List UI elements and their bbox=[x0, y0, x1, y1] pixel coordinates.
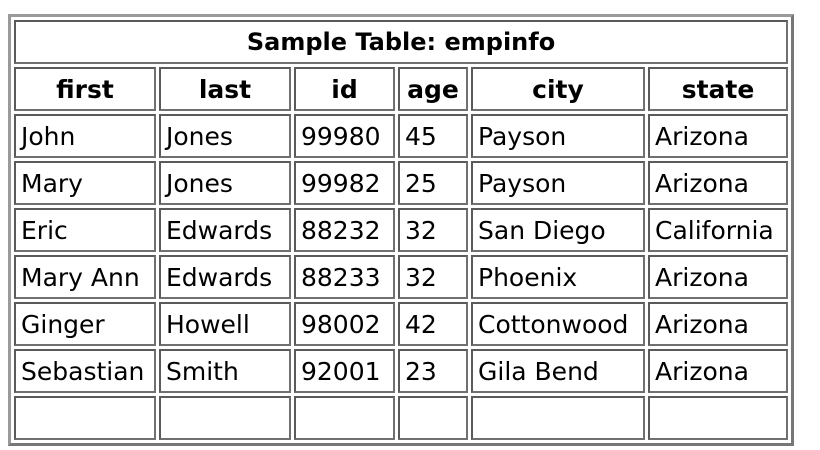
header-city: city bbox=[471, 67, 645, 111]
header-id: id bbox=[294, 67, 395, 111]
cell-age: 42 bbox=[398, 302, 468, 346]
cell-age: 25 bbox=[398, 161, 468, 205]
cell-empty bbox=[471, 396, 645, 440]
cell-empty bbox=[159, 396, 291, 440]
header-first: first bbox=[14, 67, 156, 111]
cell-state: Arizona bbox=[648, 302, 789, 346]
page-content: Sample Table: empinfo first last id age … bbox=[8, 14, 795, 446]
table-row: Mary Ann Edwards 88233 32 Phoenix Arizon… bbox=[14, 255, 789, 299]
table-caption: Sample Table: empinfo bbox=[14, 20, 789, 64]
cell-age: 32 bbox=[398, 208, 468, 252]
table-row: John Jones 99980 45 Payson Arizona bbox=[14, 114, 789, 158]
cell-first: Sebastian bbox=[14, 349, 156, 393]
cell-state: Arizona bbox=[648, 114, 789, 158]
cell-city: Cottonwood bbox=[471, 302, 645, 346]
cell-last: Jones bbox=[159, 161, 291, 205]
cell-state: California bbox=[648, 208, 789, 252]
cell-empty bbox=[398, 396, 468, 440]
header-age: age bbox=[398, 67, 468, 111]
header-last: last bbox=[159, 67, 291, 111]
caption-row: Sample Table: empinfo bbox=[14, 20, 789, 64]
table-row: Mary Jones 99982 25 Payson Arizona bbox=[14, 161, 789, 205]
cell-id: 92001 bbox=[294, 349, 395, 393]
cell-id: 88233 bbox=[294, 255, 395, 299]
cell-last: Jones bbox=[159, 114, 291, 158]
cell-city: San Diego bbox=[471, 208, 645, 252]
cell-id: 98002 bbox=[294, 302, 395, 346]
cell-empty bbox=[294, 396, 395, 440]
cell-state: Arizona bbox=[648, 349, 789, 393]
table-row-cut-off bbox=[14, 396, 789, 440]
cell-id: 99982 bbox=[294, 161, 395, 205]
cell-first: Mary bbox=[14, 161, 156, 205]
cell-first: John bbox=[14, 114, 156, 158]
table-row: Sebastian Smith 92001 23 Gila Bend Arizo… bbox=[14, 349, 789, 393]
cell-state: Arizona bbox=[648, 255, 789, 299]
cell-age: 45 bbox=[398, 114, 468, 158]
cell-city: Gila Bend bbox=[471, 349, 645, 393]
cell-city: Payson bbox=[471, 114, 645, 158]
cell-first: Eric bbox=[14, 208, 156, 252]
cell-last: Edwards bbox=[159, 255, 291, 299]
cell-city: Payson bbox=[471, 161, 645, 205]
cell-last: Edwards bbox=[159, 208, 291, 252]
cell-age: 32 bbox=[398, 255, 468, 299]
cell-city: Phoenix bbox=[471, 255, 645, 299]
cell-last: Smith bbox=[159, 349, 291, 393]
table-row: Eric Edwards 88232 32 San Diego Californ… bbox=[14, 208, 789, 252]
cell-empty bbox=[648, 396, 789, 440]
cell-empty bbox=[14, 396, 156, 440]
empinfo-table: Sample Table: empinfo first last id age … bbox=[8, 14, 795, 446]
header-row: first last id age city state bbox=[14, 67, 789, 111]
cell-state: Arizona bbox=[648, 161, 789, 205]
cell-last: Howell bbox=[159, 302, 291, 346]
cell-id: 99980 bbox=[294, 114, 395, 158]
cell-id: 88232 bbox=[294, 208, 395, 252]
header-state: state bbox=[648, 67, 789, 111]
cell-first: Ginger bbox=[14, 302, 156, 346]
table-row: Ginger Howell 98002 42 Cottonwood Arizon… bbox=[14, 302, 789, 346]
cell-age: 23 bbox=[398, 349, 468, 393]
cell-first: Mary Ann bbox=[14, 255, 156, 299]
